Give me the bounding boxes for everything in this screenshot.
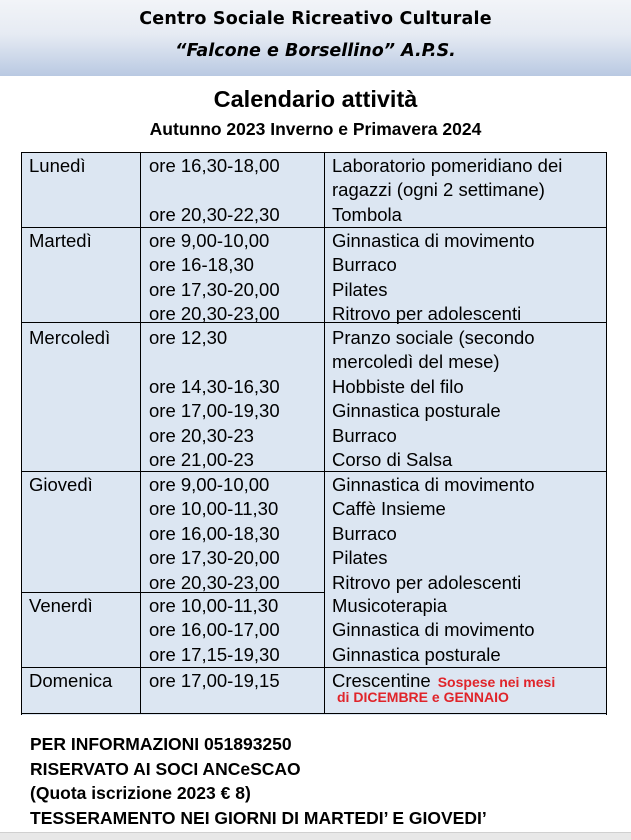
bottom-strip: [0, 832, 631, 840]
time-slot: ore 17,15-19,30: [149, 643, 280, 665]
time-slot: ore 16-18,30: [149, 254, 254, 276]
activities-cell: Pranzo sociale (secondo mercoledì del mes…: [324, 323, 607, 472]
time-slot: ore 9,00-10,00: [149, 230, 270, 251]
activity: Burraco: [332, 522, 397, 544]
schedule-row: Giovedì ore 9,00-10,00 ore 10,00-11,30 ore …: [22, 472, 606, 593]
day-cell: Martedì: [22, 228, 140, 323]
schedule-row: Domenica ore 17,00-19,15 Crescentine Sospes…: [22, 668, 607, 714]
page-subtitle: Autunno 2023 Inverno e Primavera 2024: [149, 119, 482, 139]
activities-cell: Laboratorio pomeridiano dei ragazzi (ogni…: [324, 153, 607, 228]
times-cell: ore 12,30 ore 14,30-16,30 ore 17,00-19,30 o…: [140, 323, 324, 472]
times-cell: ore 9,00-10,00 ore 16-18,30 ore 17,30-20,0…: [140, 228, 324, 325]
activity: Ginnastica posturale: [332, 643, 501, 665]
activity: Caffè Insieme: [332, 498, 446, 520]
time-slot: [149, 178, 324, 202]
info-registration: TESSERAMENTO NEI GIORNI DI MARTEDI’ E GI…: [30, 807, 487, 828]
time-slot: ore 20,30-23: [149, 424, 254, 446]
day-label: Venerdì: [29, 595, 93, 616]
activity-name: Crescentine: [332, 670, 431, 691]
time-slot: [149, 350, 324, 374]
day-cell: Lunedì: [22, 153, 140, 228]
day-cell: Mercoledì: [22, 323, 140, 472]
time-slot: ore 21,00-23: [149, 448, 254, 470]
org-name: Centro Sociale Ricreativo Culturale: [139, 9, 492, 29]
activity: Ginnastica di movimento: [332, 474, 535, 495]
info-members: RISERVATO AI SOCI ANCeSCAO: [30, 758, 301, 779]
schedule-row: Martedì ore 9,00-10,00 ore 16-18,30 ore 17,…: [22, 228, 607, 325]
activity: ragazzi (ogni 2 settimane): [332, 179, 545, 201]
activities-cell: Musicoterapia Ginnastica di movimento Ginn…: [324, 593, 607, 668]
time-slot: ore 9,00-10,00: [149, 474, 270, 495]
activity: Pranzo sociale (secondo: [332, 327, 535, 348]
activity: Ritrovo per adolescenti: [332, 303, 522, 325]
info-fee: (Quota iscrizione 2023 € 8): [30, 783, 251, 803]
activity: Laboratorio pomeridiano dei: [332, 155, 563, 176]
activities-cell: Crescentine Sospese nei mesi di DICEMBRE e…: [324, 668, 607, 714]
times-cell: ore 16,30-18,00 ore 20,30-22,30: [140, 153, 324, 228]
time-slot: ore 12,30: [149, 327, 228, 348]
activity: Burraco: [332, 424, 397, 446]
time-slot: ore 10,00-11,30: [149, 498, 279, 520]
day-label: Lunedì: [29, 155, 86, 176]
times-cell: ore 10,00-11,30 ore 16,00-17,00 ore 17,15-…: [140, 593, 324, 668]
activity: Ginnastica posturale: [332, 400, 501, 422]
activity: Ginnastica di movimento: [332, 619, 535, 641]
activities-cell: Ginnastica di movimento Caffè Insieme Burr…: [324, 472, 607, 593]
day-label: Martedì: [29, 230, 92, 251]
schedule-row: Venerdì ore 10,00-11,30 ore 16,00-17,00 ore…: [22, 593, 607, 668]
activity: Corso di Salsa: [332, 448, 453, 470]
activity: Pilates: [332, 547, 388, 569]
time-slot: ore 20,30-22,30: [149, 203, 280, 225]
header-banner: Centro Sociale Ricreativo Culturale “Fal…: [0, 0, 631, 76]
day-label: Mercoledì: [29, 327, 111, 348]
time-slot: ore 17,30-20,00: [149, 278, 280, 300]
time-slot: ore 16,30-18,00: [149, 155, 280, 176]
activity: Burraco: [332, 254, 397, 276]
time-slot: ore 17,30-20,00: [149, 547, 280, 569]
time-slot: ore 20,30-23,00: [149, 303, 280, 325]
day-cell: Giovedì: [22, 472, 140, 593]
activities-cell: Ginnastica di movimento Burraco Pilates Rit…: [324, 228, 607, 325]
activity: Pilates: [332, 278, 388, 300]
day-label: Giovedì: [29, 474, 93, 495]
times-cell: ore 17,00-19,15: [140, 668, 324, 714]
time-slot: ore 17,00-19,30: [149, 400, 280, 422]
org-subname: “Falcone e Borsellino” A.P.S.: [175, 41, 456, 61]
info-phone: PER INFORMAZIONI 051893250: [30, 734, 292, 754]
time-slot: ore 20,30-23,00: [149, 571, 280, 593]
time-slot: ore 14,30-16,30: [149, 375, 280, 397]
time-slot: ore 17,00-19,15: [149, 670, 280, 691]
activity: Tombola: [332, 203, 402, 225]
day-cell: Domenica: [22, 668, 140, 714]
activity: Ritrovo per adolescenti: [332, 571, 522, 593]
activity: Musicoterapia: [332, 595, 448, 616]
time-slot: ore 16,00-18,30: [149, 522, 280, 544]
suspension-note-months: di DICEMBRE e GENNAIO: [337, 689, 509, 706]
activity: mercoledì del mese): [332, 351, 500, 373]
day-label: Domenica: [29, 670, 113, 691]
activity: Crescentine Sospese nei mesi: [332, 669, 607, 693]
page-title: Calendario attività: [213, 86, 418, 112]
footer-info: PER INFORMAZIONI 051893250 RISERVATO AI …: [30, 732, 487, 830]
times-cell: ore 9,00-10,00 ore 10,00-11,30 ore 16,00-1…: [140, 472, 324, 593]
time-slot: ore 10,00-11,30: [149, 595, 279, 616]
schedule-row: Lunedì ore 16,30-18,00 ore 20,30-22,30 Labo…: [22, 153, 607, 228]
day-cell: Venerdì: [22, 593, 140, 668]
schedule-row: Mercoledì ore 12,30 ore 14,30-16,30 ore 17,…: [22, 323, 607, 472]
activity: Hobbiste del filo: [332, 375, 464, 397]
activity: Ginnastica di movimento: [332, 230, 535, 251]
time-slot: ore 16,00-17,00: [149, 619, 280, 641]
suspension-note: Sospese nei mesi: [437, 674, 556, 690]
schedule-table: Lunedì ore 16,30-18,00 ore 20,30-22,30 Labo…: [21, 152, 607, 715]
